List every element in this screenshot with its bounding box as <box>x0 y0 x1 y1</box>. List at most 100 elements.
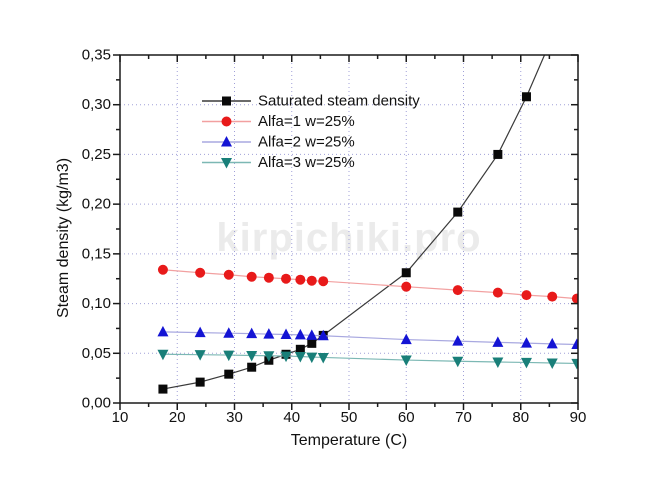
data-point-marker-circle <box>295 274 306 285</box>
data-point-marker-triangle-up <box>546 337 558 349</box>
data-point-marker-circle <box>571 293 578 304</box>
legend-label: Alfa=1 w=25% <box>258 113 355 130</box>
data-point-marker-circle <box>281 273 292 284</box>
data-point-marker-square <box>493 149 503 159</box>
series-triangle-up <box>157 325 578 350</box>
data-point-marker-triangle-down <box>223 350 235 362</box>
data-point-marker-triangle-down <box>263 351 275 362</box>
data-point-marker-circle <box>195 267 206 278</box>
data-point-marker-triangle-up <box>246 327 258 339</box>
data-point-marker-triangle-down <box>492 357 504 369</box>
data-point-marker-square <box>158 384 168 394</box>
data-point-marker-triangle-up <box>194 326 206 338</box>
series-line <box>162 331 577 346</box>
y-tick-label: 0,10 <box>82 295 111 312</box>
legend-item: Saturated steam density <box>202 93 420 110</box>
y-tick-label: 0,25 <box>82 146 111 163</box>
legend-item: Alfa=2 w=25% <box>202 134 355 151</box>
data-point-marker-triangle-up <box>317 329 329 341</box>
y-tick-label: 0,20 <box>82 196 111 213</box>
data-point-marker-triangle-down <box>194 350 206 361</box>
data-point-marker-square <box>307 338 317 348</box>
data-point-marker-triangle-up <box>263 328 275 339</box>
data-point-marker-circle <box>452 285 463 296</box>
tick-group <box>113 54 579 410</box>
data-point-marker-square <box>224 369 234 379</box>
x-tick-label: 30 <box>226 409 243 426</box>
data-point-marker-square <box>453 207 463 217</box>
data-point-marker-triangle-down <box>157 349 169 361</box>
data-point-marker-circle <box>223 269 234 280</box>
data-point-marker-circle <box>492 287 503 298</box>
data-point-marker-circle <box>318 276 329 287</box>
y-tick-label: 0,35 <box>82 47 111 64</box>
x-tick-label: 60 <box>398 409 415 426</box>
data-point-marker-triangle-up <box>400 333 412 345</box>
data-point-marker-triangle-down <box>280 351 292 363</box>
data-point-marker-triangle-down <box>306 352 318 364</box>
series-circle <box>157 264 578 304</box>
data-point-marker-triangle-down <box>520 357 532 369</box>
x-tick-label: 50 <box>341 409 358 426</box>
y-tick-label: 0,05 <box>82 345 111 362</box>
data-point-marker-triangle-down <box>246 350 258 362</box>
data-point-marker-triangle-up <box>452 335 464 346</box>
data-point-marker-triangle-down <box>317 352 329 364</box>
y-tick-label: 0,00 <box>82 395 111 412</box>
y-tick-label: 0,30 <box>82 96 111 113</box>
series-triangle-down <box>157 349 578 370</box>
series-line <box>162 55 546 390</box>
data-point-marker-circle <box>521 290 532 301</box>
data-point-marker-triangle-up <box>223 327 235 338</box>
x-tick-label: 70 <box>455 409 472 426</box>
data-point-marker-triangle-up <box>520 337 532 348</box>
series-group <box>157 33 578 394</box>
data-point-marker-square <box>548 33 557 42</box>
data-point-marker-triangle-down <box>546 358 558 370</box>
data-point-marker-circle <box>547 291 558 302</box>
series-line <box>162 353 577 365</box>
data-point-marker-square <box>401 268 411 278</box>
legend-item: Alfa=1 w=25% <box>202 113 355 130</box>
legend-item: Alfa=3 w=25% <box>202 154 355 171</box>
data-point-marker-square <box>195 377 205 387</box>
y-axis-title: Steam density (kg/m3) <box>55 157 72 319</box>
data-point-marker-triangle-up <box>306 329 318 340</box>
legend: Saturated steam density Alfa=1 w=25% Alfa=… <box>202 93 420 171</box>
x-axis-title: Temperature (C) <box>290 432 408 449</box>
y-tick-label: 0,15 <box>82 245 111 262</box>
data-point-marker-triangle-down <box>221 158 232 169</box>
x-tick-label: 40 <box>283 409 300 426</box>
data-point-marker-triangle-down <box>571 358 578 370</box>
data-point-marker-circle <box>306 275 317 286</box>
data-point-marker-triangle-down <box>452 356 464 368</box>
data-point-marker-circle <box>246 271 257 282</box>
data-point-marker-triangle-down <box>400 355 412 367</box>
data-point-marker-triangle-up <box>280 328 292 339</box>
data-point-marker-square <box>295 344 305 354</box>
data-point-marker-circle <box>157 264 168 275</box>
legend-label: Saturated steam density <box>258 93 420 110</box>
data-point-marker-circle <box>401 281 412 292</box>
x-tick-label: 20 <box>169 409 186 426</box>
data-point-marker-triangle-down <box>294 351 306 363</box>
data-point-marker-triangle-up <box>492 336 504 347</box>
x-tick-label: 90 <box>570 409 587 426</box>
legend-label: Alfa=3 w=25% <box>258 154 355 171</box>
series-square <box>158 33 557 394</box>
data-point-marker-square <box>222 96 231 106</box>
data-point-marker-circle <box>221 116 232 127</box>
data-point-marker-circle <box>263 272 274 283</box>
x-tick-label: 80 <box>512 409 529 426</box>
data-point-marker-triangle-up <box>157 325 169 337</box>
data-point-marker-triangle-up <box>221 136 232 147</box>
data-point-marker-triangle-up <box>294 328 306 340</box>
tick-label-group: 10 20 30 40 50 60 70 80 90 0,00 0,05 0,10 0,15 0,20 0,… <box>82 47 587 427</box>
data-point-marker-triangle-up <box>571 338 578 350</box>
legend-label: Alfa=2 w=25% <box>258 134 355 151</box>
x-tick-label: 10 <box>112 409 129 426</box>
data-point-marker-square <box>521 92 531 102</box>
data-point-marker-square <box>247 362 257 372</box>
